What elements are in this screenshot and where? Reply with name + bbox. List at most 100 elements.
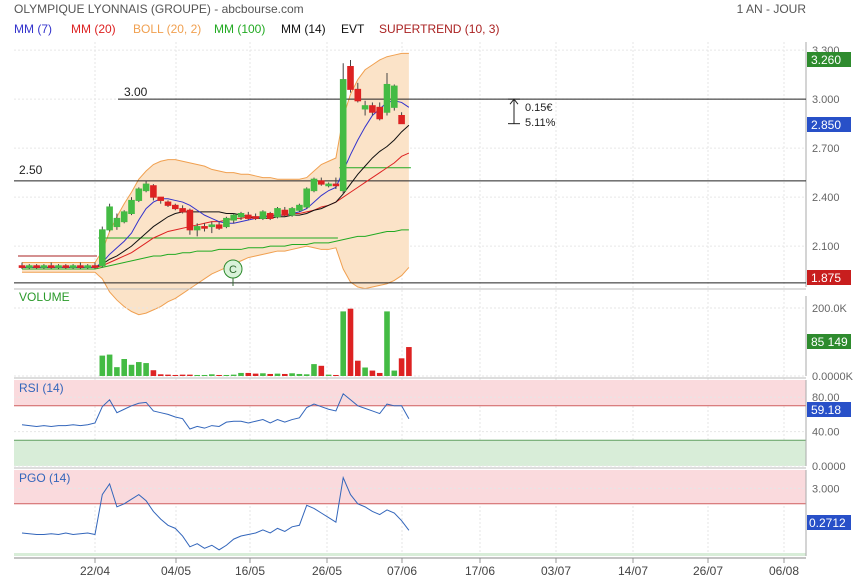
candle-body: [69, 265, 77, 268]
candle-body: [361, 105, 369, 110]
volume-bar: [274, 373, 281, 376]
rsi-panel-label: RSI (14): [19, 381, 64, 395]
rsi-panel: 80.00 40.00 0.0000: [14, 377, 846, 473]
candle-body: [84, 265, 92, 268]
candle-body: [172, 204, 179, 210]
volume-tick-label: 0.0000K: [812, 371, 854, 383]
volume-bar: [347, 308, 354, 376]
volume-bar: [216, 374, 222, 376]
candle-body: [164, 201, 172, 206]
volume-bar: [230, 374, 237, 376]
candle-body: [135, 188, 143, 201]
volume-last-badge: 85 149: [807, 334, 851, 349]
candle-body: [223, 217, 230, 228]
candle-body: [26, 265, 33, 268]
volume-bar: [194, 374, 200, 376]
x-tick-label: 22/04: [80, 564, 110, 578]
rsi-oversold-zone: [14, 440, 806, 466]
volume-bar: [325, 374, 332, 376]
candle-body: [47, 265, 55, 268]
legend-evt[interactable]: EVT: [341, 22, 365, 36]
volume-bar: [362, 367, 368, 376]
candle-body: [33, 265, 40, 268]
legend-mm20[interactable]: MM (20): [71, 22, 116, 36]
legend-mm14[interactable]: MM (14): [281, 22, 326, 36]
volume-bar: [172, 374, 179, 376]
price-low-value: 1.875: [811, 271, 841, 285]
candle-body: [106, 206, 113, 231]
candle-body: [376, 106, 383, 120]
candle-body: [142, 183, 150, 192]
x-tick-label: 17/06: [465, 564, 495, 578]
volume-bar: [318, 365, 325, 376]
volume-bar: [260, 373, 266, 376]
y-tick-label: 2.400: [812, 192, 840, 204]
price-low-badge: 1.875: [807, 270, 851, 285]
legend-boll[interactable]: BOLL (20, 2): [133, 22, 201, 36]
x-tick-label: 06/08: [769, 564, 799, 578]
legend-mm100[interactable]: MM (100): [214, 22, 265, 36]
rsi-last-badge: 59.18: [807, 402, 851, 417]
volume-bar: [369, 370, 376, 376]
candle-body: [325, 183, 332, 187]
candle-body: [120, 211, 128, 223]
candle-body: [201, 226, 208, 229]
indicator-legend: MM (7) MM (20) BOLL (20, 2) MM (100) MM …: [14, 22, 499, 36]
candle-body: [354, 88, 362, 102]
pgo-tick-label: 3.000: [812, 483, 840, 495]
volume-bar: [333, 374, 339, 376]
volume-bar: [128, 364, 135, 376]
volume-bar: [296, 373, 303, 376]
x-axis: 22/04 04/05 16/05 26/05 07/06 17/06 03/07 14/07…: [14, 557, 806, 578]
candle-body: [62, 265, 70, 268]
candle-body: [215, 224, 223, 229]
volume-bar: [187, 374, 193, 376]
candle-body: [237, 213, 245, 218]
event-marker[interactable]: C: [223, 259, 243, 286]
candle-body: [157, 196, 164, 201]
candle-body: [303, 188, 310, 208]
rsi-tick-label: 40.00: [812, 427, 840, 439]
volume-bar: [303, 374, 310, 376]
pgo-high-zone: [14, 470, 806, 504]
candle-body: [259, 211, 267, 219]
volume-panel: 200.0K 0.0000K: [14, 288, 854, 383]
diff-pct-label: 5.11%: [525, 117, 556, 129]
volume-bar: [143, 363, 149, 376]
volume-last-value: 85 149: [811, 335, 848, 349]
candle-body: [113, 217, 121, 228]
volume-bar: [252, 373, 259, 376]
volume-bar: [121, 359, 127, 376]
volume-bar: [106, 354, 113, 376]
volume-bar: [311, 364, 317, 376]
pgo-line: [21, 475, 410, 551]
candle-body: [296, 204, 303, 211]
candle-body: [339, 79, 347, 192]
candle-body: [274, 208, 281, 218]
legend-supertrend[interactable]: SUPERTREND (10, 3): [379, 22, 499, 36]
x-tick-label: 03/07: [541, 564, 571, 578]
candle-body: [398, 115, 405, 125]
candle-body: [77, 265, 84, 268]
period-label[interactable]: 1 AN - JOUR: [737, 2, 807, 16]
y-tick-label: 2.700: [812, 143, 840, 155]
candle-body: [332, 183, 340, 187]
volume-tick-label: 200.0K: [812, 303, 848, 315]
pgo-low-zone: [14, 553, 806, 556]
y-tick-label: 2.100: [812, 241, 840, 253]
event-marker-label: C: [229, 264, 237, 276]
candle-body: [128, 199, 135, 215]
volume-bar: [289, 373, 295, 376]
volume-bar: [201, 374, 208, 376]
level-3-label: 3.00: [124, 85, 148, 99]
candle-body: [288, 208, 296, 216]
candle-body: [318, 180, 325, 185]
candle-body: [179, 208, 186, 213]
chart-title: OLYMPIQUE LYONNAIS (GROUPE) - abcbourse.…: [14, 2, 304, 16]
candle-body: [193, 226, 201, 231]
legend-mm7[interactable]: MM (7): [14, 22, 52, 36]
volume-bar: [391, 370, 398, 376]
price-last-value: 2.850: [811, 118, 841, 132]
candle-body: [208, 224, 216, 228]
